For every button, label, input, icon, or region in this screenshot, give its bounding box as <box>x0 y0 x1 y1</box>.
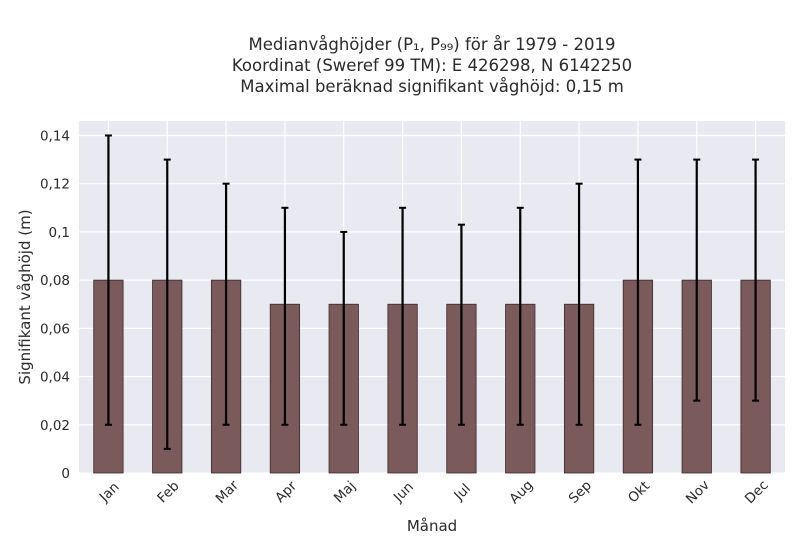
x-tick-label: Dec <box>742 477 772 507</box>
error-bar-sep <box>575 182 583 426</box>
error-bar-apr <box>281 206 289 426</box>
error-bar-aug <box>516 206 524 426</box>
y-tick-label: 0,1 <box>49 225 70 241</box>
error-bar-jun <box>399 206 407 426</box>
x-tick-label: Aug <box>506 477 536 507</box>
x-tick-label: Mar <box>213 477 243 507</box>
x-tick-label: Jan <box>96 479 123 506</box>
y-tick-label: 0 <box>61 466 70 482</box>
x-tick-label: Jun <box>390 479 417 506</box>
x-tick-label: Apr <box>272 478 300 506</box>
title-line-1: Medianvåghöjder (P₁, P₉₉) för år 1979 - … <box>248 35 616 54</box>
x-tick-label: Jul <box>450 481 474 505</box>
chart-title: Medianvåghöjder (P₁, P₉₉) för år 1979 - … <box>0 34 800 97</box>
x-tick-label: Maj <box>331 478 359 506</box>
y-tick-label: 0,12 <box>40 177 70 193</box>
y-tick-label: 0,08 <box>40 273 70 289</box>
error-bars <box>104 134 760 450</box>
error-bar-jul <box>457 223 465 426</box>
y-tick-label: 0,14 <box>40 128 70 144</box>
error-bar-mar <box>222 182 230 426</box>
x-axis-label: Månad <box>407 517 457 535</box>
y-tick-label: 0,06 <box>40 321 70 337</box>
title-line-2: Koordinat (Sweref 99 TM): E 426298, N 61… <box>231 56 633 75</box>
error-bar-jan <box>104 134 112 426</box>
x-tick-label: Nov <box>683 477 713 507</box>
error-bar-maj <box>340 230 348 426</box>
y-tick-label: 0,04 <box>40 370 70 386</box>
error-bar-nov <box>693 158 701 402</box>
error-bar-dec <box>752 158 760 402</box>
x-tick-label: Okt <box>625 478 653 506</box>
error-bar-feb <box>163 158 171 450</box>
error-bar-okt <box>634 158 642 426</box>
title-line-3: Maximal beräknad signifikant våghöjd: 0,… <box>240 77 624 96</box>
plot-area <box>79 121 785 473</box>
y-axis-label: Signifikant våghöjd (m) <box>16 209 34 384</box>
x-tick-label: Feb <box>154 478 182 506</box>
x-tick-label: Sep <box>566 478 595 507</box>
y-tick-label: 0,02 <box>40 418 70 434</box>
